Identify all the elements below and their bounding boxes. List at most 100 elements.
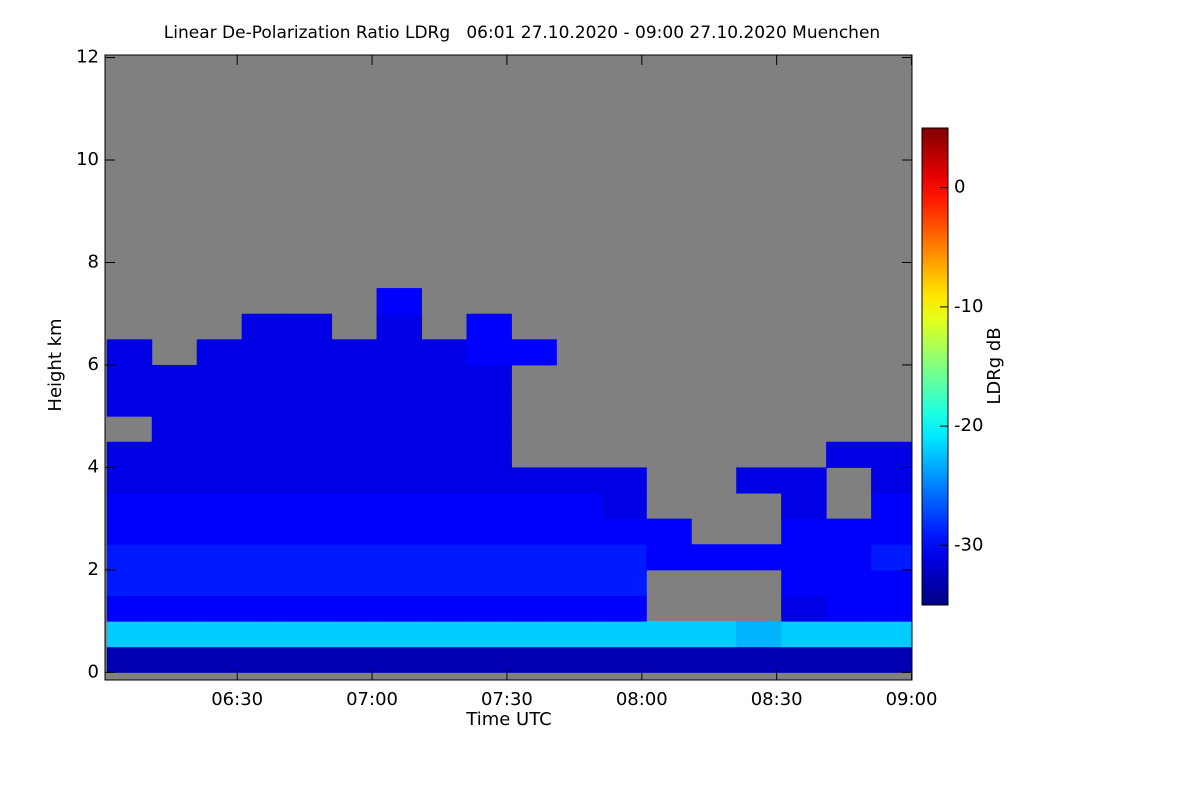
heatmap-cell xyxy=(196,467,243,494)
heatmap-cell xyxy=(466,467,512,494)
heatmap-cell xyxy=(601,646,647,673)
heatmap-cell xyxy=(646,621,692,648)
heatmap-cell xyxy=(286,416,333,443)
heatmap-cell xyxy=(556,569,602,596)
heatmap-cell xyxy=(106,569,153,596)
heatmap-cell xyxy=(466,595,512,622)
heatmap-cell xyxy=(736,544,782,571)
heatmap-cell xyxy=(421,441,467,468)
heatmap-cell xyxy=(556,621,602,648)
heatmap-cell xyxy=(421,646,467,673)
heatmap-cell xyxy=(196,416,243,443)
heatmap-cell xyxy=(376,595,423,622)
y-tick-label: 4 xyxy=(88,456,99,477)
heatmap-cell xyxy=(151,467,198,494)
heatmap-cell xyxy=(376,621,423,648)
heatmap-cell xyxy=(421,390,467,417)
heatmap-cell xyxy=(736,467,782,494)
heatmap-cell xyxy=(826,569,872,596)
x-tick-label: 06:30 xyxy=(211,689,263,710)
heatmap-cell xyxy=(376,313,423,340)
heatmap-cell xyxy=(781,595,827,622)
heatmap-cell xyxy=(691,621,737,648)
y-axis-label: Height km xyxy=(45,318,66,411)
heatmap-cell xyxy=(601,569,647,596)
heatmap-cell xyxy=(556,544,602,571)
heatmap-cell xyxy=(871,595,912,622)
heatmap-cell xyxy=(376,467,423,494)
heatmap-cell xyxy=(556,646,602,673)
heatmap-cell xyxy=(151,416,198,443)
heatmap-cell xyxy=(511,518,557,545)
heatmap-cell xyxy=(376,569,423,596)
heatmap-cell xyxy=(241,313,288,340)
heatmap-cell xyxy=(466,621,512,648)
colorbar-tick-label: 0 xyxy=(954,177,965,198)
heatmap-cell xyxy=(421,364,467,392)
heatmap-cell xyxy=(241,390,288,417)
heatmap-cell xyxy=(151,621,198,648)
chart-title: Linear De-Polarization Ratio LDRg 06:01 … xyxy=(164,23,880,43)
heatmap-cell xyxy=(871,621,912,648)
heatmap-cell xyxy=(511,467,557,494)
heatmap-cell xyxy=(466,390,512,417)
heatmap-cell xyxy=(376,288,423,315)
heatmap-cell xyxy=(421,416,467,443)
heatmap-cell xyxy=(601,467,647,494)
heatmap-cell xyxy=(331,493,378,520)
plot-frame xyxy=(104,54,913,681)
heatmap-cell xyxy=(736,621,782,648)
heatmap-cell xyxy=(601,518,647,545)
heatmap-cell xyxy=(241,595,288,622)
heatmap-cell xyxy=(376,364,423,392)
y-tick-label: 2 xyxy=(88,559,99,580)
y-tick-label: 8 xyxy=(88,251,99,272)
heatmap-cell xyxy=(376,518,423,545)
heatmap-cell xyxy=(241,416,288,443)
heatmap-cell xyxy=(511,621,557,648)
heatmap-cell xyxy=(106,493,153,520)
heatmap-cell xyxy=(106,544,153,571)
colorbar-label: LDRg dB xyxy=(984,327,1005,404)
heatmap-cell xyxy=(511,339,557,366)
heatmap-cell xyxy=(871,518,912,545)
heatmap-cell xyxy=(106,646,153,673)
heatmap-cell xyxy=(781,493,827,520)
heatmap-cell xyxy=(826,518,872,545)
heatmap-cell xyxy=(331,416,378,443)
heatmap-cell xyxy=(241,493,288,520)
heatmap-cell xyxy=(466,441,512,468)
heatmap-cell xyxy=(466,569,512,596)
heatmap-cell xyxy=(376,493,423,520)
heatmap-cell xyxy=(466,544,512,571)
heatmap-cell xyxy=(781,518,827,545)
heatmap-cell xyxy=(286,544,333,571)
heatmap-cell xyxy=(286,390,333,417)
heatmap-cell xyxy=(511,544,557,571)
heatmap-cell xyxy=(151,646,198,673)
heatmap-cell xyxy=(106,621,153,648)
heatmap-cell xyxy=(691,544,737,571)
heatmap-cell xyxy=(871,493,912,520)
heatmap-cell xyxy=(376,646,423,673)
colorbar-tick-label: -30 xyxy=(954,534,983,555)
heatmap-cell xyxy=(196,518,243,545)
heatmap-cell xyxy=(151,569,198,596)
heatmap-cell xyxy=(556,467,602,494)
heatmap-cell xyxy=(871,569,912,596)
heatmap-cell xyxy=(601,544,647,571)
heatmap-cell xyxy=(286,646,333,673)
x-tick-label: 08:30 xyxy=(751,689,803,710)
heatmap-cell xyxy=(466,646,512,673)
heatmap-cell xyxy=(151,518,198,545)
heatmap-cell xyxy=(286,313,333,340)
heatmap-cell xyxy=(781,621,827,648)
heatmap-cell xyxy=(466,493,512,520)
heatmap-cell xyxy=(421,544,467,571)
heatmap-cell xyxy=(196,646,243,673)
heatmap-cell xyxy=(601,595,647,622)
heatmap-cell xyxy=(331,569,378,596)
heatmap-cell xyxy=(376,416,423,443)
heatmap-cell xyxy=(511,569,557,596)
heatmap-cell xyxy=(331,544,378,571)
